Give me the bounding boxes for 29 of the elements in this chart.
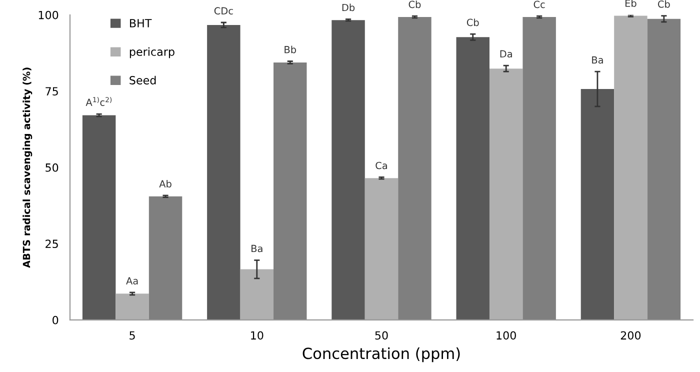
data-label: Cb — [466, 18, 479, 26]
data-label: Cb — [658, 0, 670, 8]
data-label: CDc — [214, 7, 233, 15]
x-tick-label: 200 — [620, 331, 641, 340]
data-label: Cb — [408, 0, 421, 8]
x-tick-label: 10 — [251, 331, 264, 340]
y-axis-title: ABTS radical scavenging activity (%) — [22, 68, 32, 268]
data-label: Bb — [284, 46, 296, 54]
data-label: Ba — [252, 244, 262, 252]
y-tick-label: 0 — [52, 316, 58, 324]
legend-label: Seed — [130, 76, 156, 84]
data-label: Cc — [534, 0, 545, 8]
y-tick-label: 25 — [46, 240, 58, 248]
legend-label: BHT — [130, 19, 152, 28]
y-tick-label: 100 — [38, 10, 58, 20]
x-tick-label: 100 — [496, 331, 516, 340]
data-label: Db — [342, 4, 355, 12]
data-label: Aa — [126, 277, 138, 284]
y-tick-label: 75 — [46, 87, 58, 96]
y-tick-label: 50 — [46, 163, 58, 172]
data-label: Ba — [592, 56, 603, 64]
data-label: Ab — [159, 180, 172, 188]
data-label: Ca — [376, 162, 387, 170]
x-tick-label: 5 — [130, 331, 135, 340]
x-tick-label: 50 — [375, 331, 388, 340]
x-axis-title: Concentration (ppm) — [302, 347, 460, 362]
data-label: Da — [500, 50, 512, 58]
data-label: A$^{1)}$c$^{2)}$ — [86, 96, 112, 106]
legend-label: pericarp — [130, 47, 174, 58]
